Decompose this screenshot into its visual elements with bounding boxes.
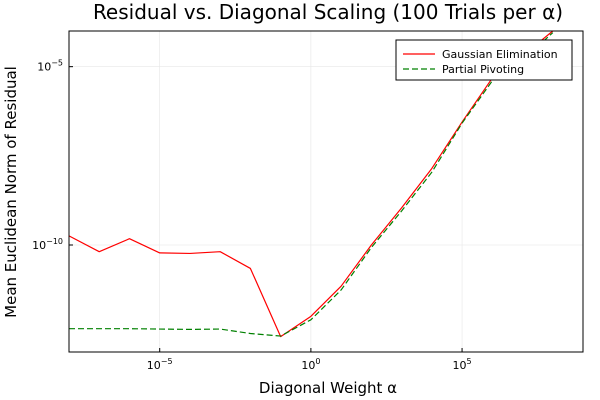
legend-label-gaussian-elimination: Gaussian Elimination <box>442 48 558 61</box>
chart-title: Residual vs. Diagonal Scaling (100 Trial… <box>93 0 563 24</box>
ticks: 10−5 100 105 10−10 10−5 <box>32 59 471 372</box>
legend-label-partial-pivoting: Partial Pivoting <box>442 63 524 76</box>
y-axis-title: Mean Euclidean Norm of Residual <box>2 66 20 318</box>
x-tick-label: 100 <box>301 357 320 372</box>
y-tick-label: 10−5 <box>37 59 63 74</box>
x-tick-label: 10−5 <box>147 357 173 372</box>
series-line-gaussian-elimination <box>68 30 554 338</box>
y-tick-label: 10−10 <box>32 237 63 252</box>
x-tick-label: 105 <box>453 357 472 372</box>
series-group <box>68 30 554 338</box>
legend: Gaussian Elimination Partial Pivoting <box>395 39 573 81</box>
series-line-partial-pivoting <box>69 32 554 337</box>
plot-frame <box>68 30 584 353</box>
legend-box <box>395 39 573 81</box>
x-axis-title: Diagonal Weight α <box>259 379 397 397</box>
